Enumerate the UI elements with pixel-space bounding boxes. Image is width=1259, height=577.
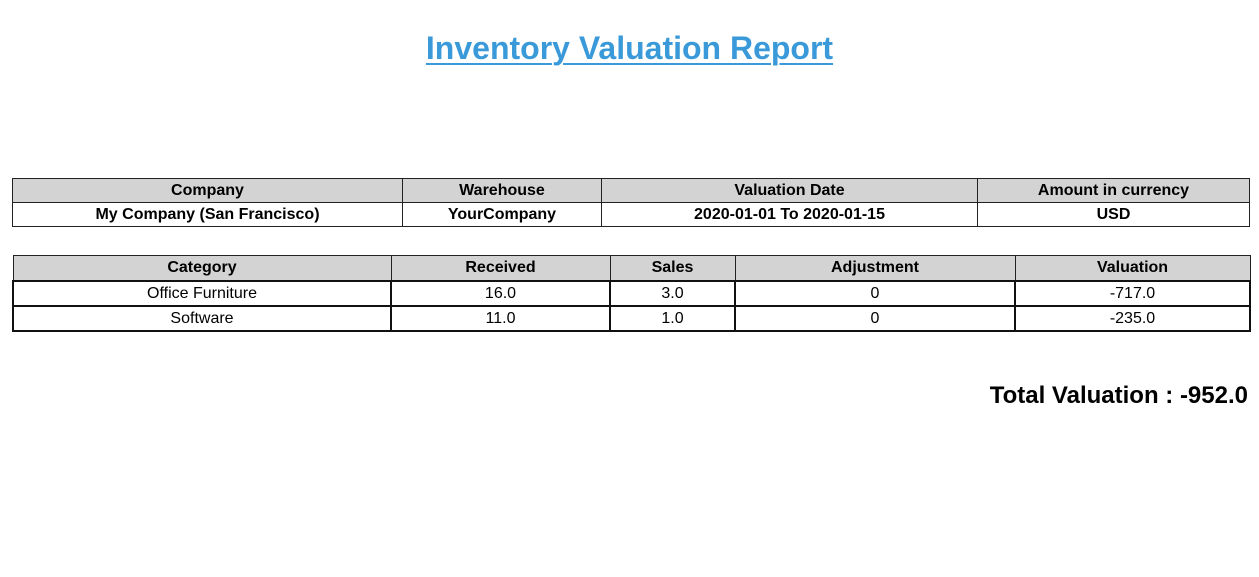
valuation-date-value: 2020-01-01 To 2020-01-15 — [601, 202, 978, 227]
header-sales: Sales — [609, 255, 736, 282]
header-valuation-date: Valuation Date — [601, 178, 978, 203]
sales-cell: 1.0 — [609, 305, 736, 332]
received-cell: 16.0 — [390, 280, 611, 307]
header-received: Received — [390, 255, 611, 282]
table-row: Software 11.0 1.0 0 -235.0 — [12, 305, 1251, 332]
sales-cell: 3.0 — [609, 280, 736, 307]
header-adjustment: Adjustment — [734, 255, 1016, 282]
warehouse-value: YourCompany — [402, 202, 602, 227]
table-row: Office Furniture 16.0 3.0 0 -717.0 — [12, 280, 1251, 307]
category-valuation-table: Category Received Sales Adjustment Valua… — [12, 255, 1251, 332]
company-value: My Company (San Francisco) — [12, 202, 403, 227]
header-valuation: Valuation — [1014, 255, 1251, 282]
header-amount-currency: Amount in currency — [977, 178, 1250, 203]
total-valuation-value: -952.0 — [1179, 382, 1248, 409]
received-cell: 11.0 — [390, 305, 611, 332]
total-valuation-label: Total Valuation : — [989, 382, 1174, 409]
adjustment-cell: 0 — [734, 305, 1016, 332]
header-company: Company — [12, 178, 403, 203]
report-title: Inventory Valuation Report — [0, 30, 1259, 67]
category-cell: Software — [12, 305, 392, 332]
info-row: My Company (San Francisco) YourCompany 2… — [12, 202, 1250, 227]
header-warehouse: Warehouse — [402, 178, 602, 203]
valuation-cell: -235.0 — [1014, 305, 1251, 332]
category-cell: Office Furniture — [12, 280, 392, 307]
report-info-table: Company Warehouse Valuation Date Amount … — [12, 178, 1250, 227]
header-category: Category — [12, 255, 392, 282]
valuation-cell: -717.0 — [1014, 280, 1251, 307]
total-valuation: Total Valuation : -952.0 — [990, 382, 1248, 410]
adjustment-cell: 0 — [734, 280, 1016, 307]
currency-value: USD — [977, 202, 1250, 227]
category-header-row: Category Received Sales Adjustment Valua… — [12, 255, 1251, 282]
report-title-text: Inventory Valuation Report — [425, 30, 834, 66]
info-header-row: Company Warehouse Valuation Date Amount … — [12, 178, 1250, 203]
